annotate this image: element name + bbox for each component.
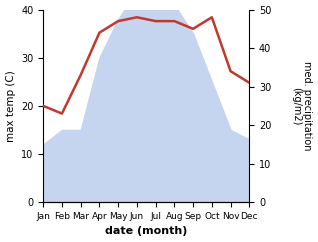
X-axis label: date (month): date (month) (105, 227, 187, 236)
Y-axis label: med. precipitation
(kg/m2): med. precipitation (kg/m2) (291, 61, 313, 151)
Y-axis label: max temp (C): max temp (C) (5, 70, 16, 142)
